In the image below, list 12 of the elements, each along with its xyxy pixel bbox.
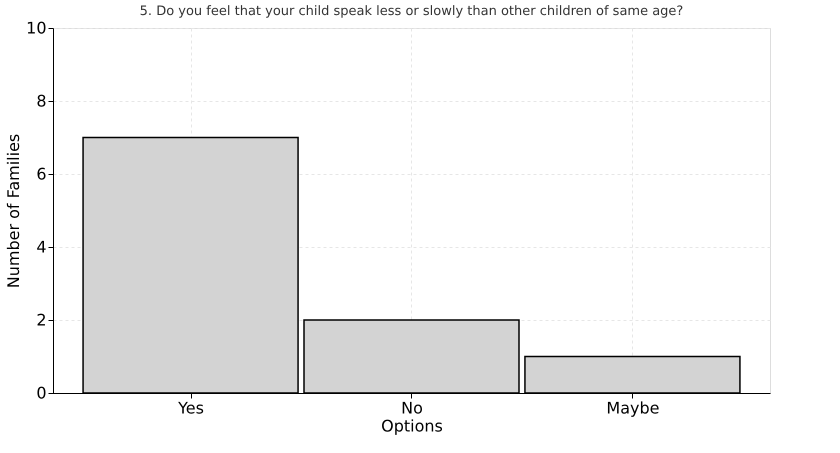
y-tick-label: 8 bbox=[36, 92, 46, 110]
x-axis-title: Options bbox=[381, 416, 443, 436]
y-tick-label: 2 bbox=[36, 310, 46, 330]
y-tick-label: 10 bbox=[26, 18, 46, 38]
y-axis-title: Number of Families bbox=[4, 134, 24, 288]
x-tick-label: Maybe bbox=[606, 398, 660, 418]
chart-title: 5. Do you feel that your child speak less or slowly than other children of same age? bbox=[140, 4, 684, 19]
x-tick-label: No bbox=[401, 398, 423, 418]
x-tick-label: Yes bbox=[177, 398, 204, 418]
y-tick-label: 0 bbox=[36, 384, 46, 402]
y-tick-label: 6 bbox=[36, 164, 46, 184]
y-tick-label: 4 bbox=[36, 238, 46, 256]
